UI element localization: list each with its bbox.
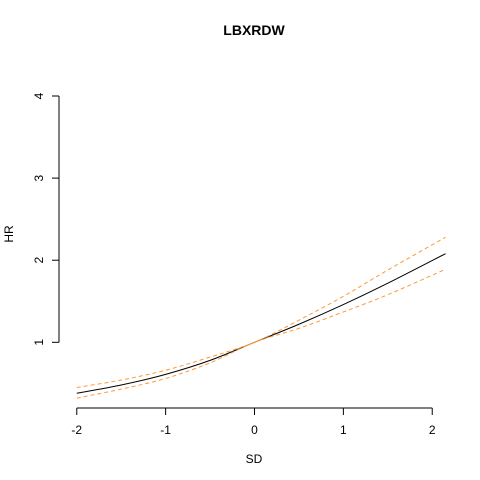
- plot-area: [76, 236, 446, 399]
- y-tick-label: 3: [32, 174, 46, 181]
- x-tick-label: -1: [160, 423, 171, 437]
- y-axis-ticks: 1 2 3 4: [32, 92, 59, 346]
- x-tick-label: 2: [429, 423, 436, 437]
- y-tick-label: 1: [32, 339, 46, 346]
- x-tick-label: 0: [251, 423, 258, 437]
- hr-estimate-line: [76, 253, 446, 394]
- x-tick-label: -2: [71, 423, 82, 437]
- x-axis-label: SD: [246, 452, 263, 466]
- upper-ci-line: [76, 236, 446, 388]
- lower-ci-line: [76, 268, 446, 399]
- chart-title: LBXRDW: [223, 22, 285, 38]
- x-axis-ticks: -2 -1 0 1 2: [71, 408, 436, 437]
- y-tick-label: 2: [32, 257, 46, 264]
- x-tick-label: 1: [340, 423, 347, 437]
- y-axis-label: HR: [2, 225, 16, 243]
- y-tick-label: 4: [32, 92, 46, 99]
